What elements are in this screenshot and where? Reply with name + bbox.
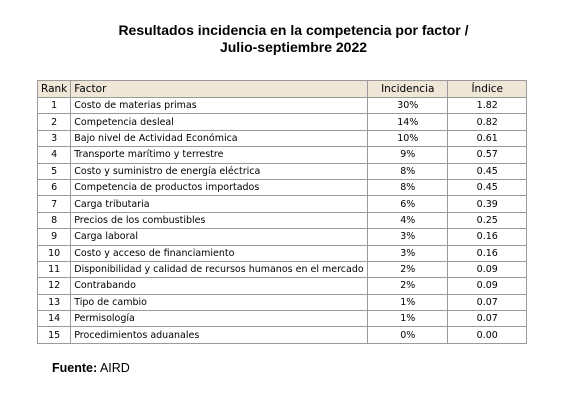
table-cell: 8% [367, 162, 449, 180]
table-cell: 3% [367, 244, 449, 262]
table-cell: Permisología [70, 310, 369, 328]
table-cell: 0.09 [447, 260, 528, 279]
table-cell: 13 [36, 293, 72, 312]
table-cell: 0.00 [447, 326, 528, 344]
table-cell: Costo de materias primas [70, 96, 369, 115]
header-cell: Incidencia [367, 80, 449, 98]
table-cell: 0.25 [447, 211, 528, 230]
table-cell: 0.07 [447, 293, 528, 312]
table-cell: 6% [367, 195, 449, 213]
table-cell: 0.45 [447, 178, 528, 197]
table-row: 8 Precios de los combustibles 4% 0.25 [36, 211, 528, 230]
table-cell: 3 [36, 129, 72, 148]
table-row: 10 Costo y acceso de financiamiento 3% 0.16 [36, 244, 528, 262]
title-line: Resultados incidencia en la competencia … [118, 22, 469, 38]
table-cell: 1% [367, 310, 449, 328]
table-cell: 4 [36, 146, 72, 164]
table-cell: 9 [36, 228, 72, 246]
table-row: 13 Tipo de cambio 1% 0.07 [36, 293, 528, 312]
table-cell: 8% [367, 178, 449, 197]
table-row: 7 Carga tributaria 6% 0.39 [36, 195, 528, 213]
table-cell: 11 [36, 260, 72, 279]
table-cell: 2% [367, 277, 449, 295]
table-cell: 0.82 [447, 113, 528, 131]
table-cell: Tipo de cambio [70, 293, 369, 312]
table-cell: 5 [36, 162, 72, 180]
table-cell: Costo y suministro de energía eléctrica [70, 162, 369, 180]
table-cell: 0.16 [447, 244, 528, 262]
table-row: 9 Carga laboral 3% 0.16 [36, 228, 528, 246]
title: Resultados incidencia en la competencia … [0, 22, 587, 56]
table-row: 14 Permisología 1% 0.07 [36, 310, 528, 328]
table-cell: Transporte marítimo y terrestre [70, 146, 369, 164]
table-cell: Procedimientos aduanales [70, 326, 369, 344]
table-cell: Contrabando [70, 277, 369, 295]
table-cell: 2% [367, 260, 449, 279]
table-cell: 12 [36, 277, 72, 295]
table-cell: 0.07 [447, 310, 528, 328]
table-cell: 9% [367, 146, 449, 164]
table-row: 5 Costo y suministro de energía eléctrica… [36, 162, 528, 180]
table-cell: 10% [367, 129, 449, 148]
header-cell: Factor [70, 80, 369, 98]
table-cell: 15 [36, 326, 72, 344]
table-cell: 14 [36, 310, 72, 328]
table-cell: 0.57 [447, 146, 528, 164]
table-cell: 2 [36, 113, 72, 131]
table-cell: 7 [36, 195, 72, 213]
table-cell: Precios de los combustibles [70, 211, 369, 230]
header-cell: Índice [447, 80, 528, 98]
title-line: Julio-septiembre 2022 [219, 39, 368, 55]
table-row: 11 Disponibilidad y calidad de recursos h… [36, 260, 528, 279]
results-table: Rank Factor Incidencia Índice 1 Costo de mat… [36, 80, 528, 344]
table-cell: 0.16 [447, 228, 528, 246]
table-cell: 1 [36, 96, 72, 115]
table-row: 1 Costo de materias primas 30% 1.82 [36, 96, 528, 115]
table-cell: 6 [36, 178, 72, 197]
source-label: Fuente: [52, 361, 98, 375]
table-cell: Bajo nivel de Actividad Económica [70, 129, 369, 148]
table-cell: 0.39 [447, 195, 528, 213]
table-cell: 14% [367, 113, 449, 131]
table-header: Rank Factor Incidencia Índice [36, 80, 528, 98]
table-row: 3 Bajo nivel de Actividad Económica 10% 0.6… [36, 129, 528, 148]
table-row: 6 Competencia de productos importados 8% 0.… [36, 178, 528, 197]
table-cell: 0.45 [447, 162, 528, 180]
table-cell: 8 [36, 211, 72, 230]
table-cell: 10 [36, 244, 72, 262]
table-cell: Carga laboral [70, 228, 369, 246]
source: Fuente: AIRD [52, 361, 130, 375]
table-cell: 3% [367, 228, 449, 246]
table-cell: 0% [367, 326, 449, 344]
table-cell: 1% [367, 293, 449, 312]
table-cell: Competencia de productos importados [70, 178, 369, 197]
table-cell: Disponibilidad y calidad de recursos hum… [70, 260, 369, 279]
table-cell: Costo y acceso de financiamiento [70, 244, 369, 262]
table-cell: 0.09 [447, 277, 528, 295]
table-cell: 4% [367, 211, 449, 230]
table-row: 15 Procedimientos aduanales 0% 0.00 [36, 326, 528, 344]
table-row: 12 Contrabando 2% 0.09 [36, 277, 528, 295]
header-row: Rank Factor Incidencia Índice [36, 80, 528, 98]
table-row: 2 Competencia desleal 14% 0.82 [36, 113, 528, 131]
table-cell: 30% [367, 96, 449, 115]
table-cell: 0.61 [447, 129, 528, 148]
table-row: 4 Transporte marítimo y terrestre 9% 0.57 [36, 146, 528, 164]
source-text: AIRD [99, 361, 130, 375]
table-cell: Competencia desleal [70, 113, 369, 131]
table-body: 1 Costo de materias primas 30% 1.82 2 Compete… [36, 96, 528, 344]
header-cell: Rank [36, 80, 72, 98]
table-cell: 1.82 [447, 96, 528, 115]
table-cell: Carga tributaria [70, 195, 369, 213]
